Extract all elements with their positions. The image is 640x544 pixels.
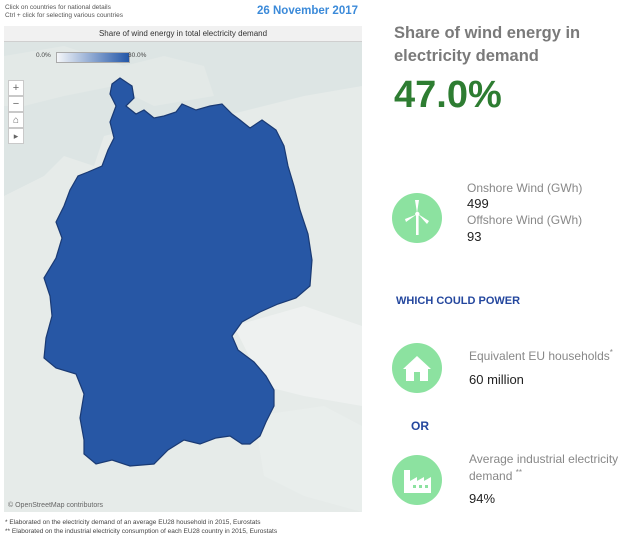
or-separator: OR [411,419,429,433]
wind-turbine-icon [392,193,442,243]
play-icon[interactable]: ▸ [8,128,24,144]
hint-multi-select: Ctrl + click for selecting various count… [5,12,123,19]
share-value: 47.0% [394,74,502,116]
zoom-in-button[interactable]: + [8,80,24,96]
factory-icon [392,455,442,505]
zoom-out-button[interactable]: − [8,96,24,112]
households-footnote-mark: * [609,348,613,357]
legend-gradient [56,52,130,63]
map-panel[interactable]: Share of wind energy in total electricit… [4,26,362,512]
germany-shape[interactable] [43,77,313,467]
could-power-heading: WHICH COULD POWER [396,295,521,307]
home-icon[interactable]: ⌂ [8,112,24,128]
offshore-value: 93 [467,229,482,244]
industry-footnote-mark: ** [515,468,522,477]
industry-label: Average industrial electricity [469,452,619,466]
map-attribution: © OpenStreetMap contributors [8,502,104,509]
industry-value: 94% [469,491,496,506]
hint-national-details: Click on countries for national details [5,4,111,11]
households-value: 60 million [469,372,524,387]
legend-max: 30.0% [128,52,147,59]
map-background [4,26,362,512]
share-title: Share of wind energy in electricity dema… [394,24,581,65]
report-date: 26 November 2017 [257,5,359,17]
map-title: Share of wind energy in total electricit… [4,26,362,42]
industry-label-line2: demand ** [469,468,522,483]
offshore-label: Offshore Wind (GWh) [467,213,583,227]
footnote-households: * Elaborated on the electricity demand o… [5,519,261,526]
households-label: Equivalent EU households* [469,348,613,363]
onshore-value: 499 [467,196,489,211]
footnote-industry: ** Elaborated on the industrial electric… [5,528,278,535]
legend-min: 0.0% [36,52,51,59]
house-icon [392,343,442,393]
onshore-label: Onshore Wind (GWh) [467,181,583,195]
